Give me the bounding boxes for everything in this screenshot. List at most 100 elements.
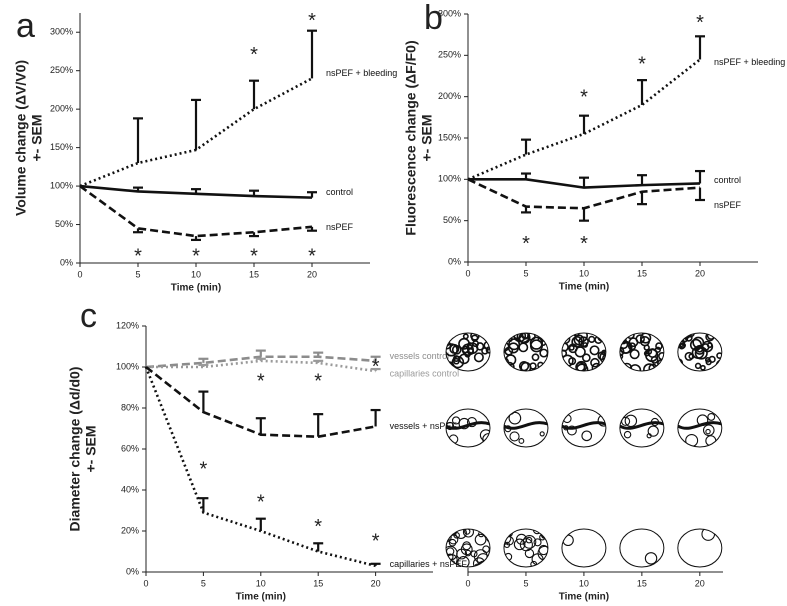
y-tick-label: 100% — [50, 180, 73, 190]
panel-label: c — [80, 297, 97, 335]
cell — [684, 351, 694, 361]
micrograph-border — [503, 332, 549, 372]
series-label: control — [326, 187, 353, 197]
cell — [453, 357, 460, 365]
significance-mark: * — [192, 246, 200, 268]
series-label: nsPEF + bleeding — [714, 57, 785, 67]
cell — [694, 344, 705, 355]
significance-mark: * — [250, 246, 258, 268]
y-tick-label: 100% — [116, 361, 139, 371]
texture — [562, 534, 574, 547]
y-tick-label: 50% — [55, 219, 73, 229]
micrograph-border — [677, 408, 723, 448]
cell — [460, 543, 473, 556]
panel-label: b — [424, 0, 443, 37]
x-tick-label: 0 — [465, 268, 470, 278]
cell — [581, 430, 593, 442]
texture — [561, 409, 606, 442]
y-tick-label: 150% — [438, 132, 461, 142]
significance-mark: * — [250, 44, 258, 66]
series-label: vessels + nsPEF — [390, 421, 458, 431]
significance-mark: * — [372, 356, 380, 378]
significance-mark: * — [134, 246, 142, 268]
cell — [462, 541, 472, 551]
y-tick-label: 200% — [50, 104, 73, 114]
series-label: nsPEF — [714, 200, 742, 210]
y-tick-label: 0% — [60, 257, 73, 267]
y-axis-label-line: +- SEM — [419, 114, 435, 161]
series-label: capillaries control — [390, 368, 460, 378]
micrograph-border — [619, 332, 665, 372]
cell — [645, 348, 653, 355]
panel-label: a — [16, 7, 35, 45]
x-tick-label: 10 — [256, 578, 266, 588]
significance-mark: * — [314, 371, 322, 393]
significance-mark: * — [257, 371, 265, 393]
cell — [575, 361, 586, 371]
micrograph-border — [677, 332, 723, 372]
significance-mark: * — [580, 233, 588, 255]
micrograph — [677, 332, 723, 372]
cell — [522, 535, 537, 549]
micrograph-border — [503, 528, 549, 568]
x-tick-label: 0 — [465, 578, 470, 588]
x-tick-label: 5 — [201, 578, 206, 588]
cell — [539, 431, 545, 437]
micrograph-border — [561, 408, 607, 448]
cell — [446, 343, 458, 357]
micrograph — [503, 408, 549, 448]
y-tick-label: 40% — [121, 484, 139, 494]
cell — [707, 413, 716, 421]
y-tick-label: 150% — [50, 142, 73, 152]
cell — [561, 349, 568, 358]
micrograph — [561, 408, 607, 448]
cell — [464, 529, 471, 535]
cell — [571, 336, 583, 348]
vessel — [677, 421, 722, 430]
x-tick-label: 10 — [579, 578, 589, 588]
cell — [526, 333, 536, 341]
vessel — [446, 421, 490, 430]
cell — [540, 529, 548, 539]
series-label: nsPEF — [326, 222, 354, 232]
cell — [578, 336, 589, 348]
texture — [503, 529, 548, 567]
texture — [644, 552, 658, 565]
significance-mark: * — [372, 530, 380, 552]
series-label: control — [714, 175, 741, 185]
cell — [531, 353, 540, 362]
cell — [461, 345, 470, 354]
x-tick-label: 15 — [313, 578, 323, 588]
cell — [644, 552, 658, 565]
micrograph — [677, 528, 723, 568]
y-tick-label: 80% — [121, 402, 139, 412]
cell — [454, 529, 467, 539]
cell — [658, 439, 664, 447]
cell — [603, 409, 606, 413]
x-axis-label: Time (min) — [559, 282, 609, 293]
cell — [692, 336, 705, 349]
cell — [509, 431, 520, 442]
series-line — [79, 185, 313, 238]
x-tick-label: 20 — [695, 578, 705, 588]
cell — [518, 438, 525, 444]
x-tick-label: 20 — [695, 268, 705, 278]
cell — [508, 411, 522, 425]
cell — [706, 342, 713, 349]
y-axis-label: Fluorescence change (ΔF/F0) +- SEM — [403, 40, 435, 235]
significance-mark: * — [522, 233, 530, 255]
micrograph — [619, 408, 665, 448]
x-tick-label: 15 — [637, 268, 647, 278]
micrograph — [619, 528, 665, 568]
cell — [473, 352, 484, 363]
cell — [520, 361, 532, 371]
cell — [700, 364, 706, 371]
micrograph-border — [619, 528, 665, 568]
x-axis-label: Time (min) — [236, 592, 286, 603]
x-tick-label: 5 — [523, 268, 528, 278]
cell — [503, 530, 512, 545]
significance-mark: * — [580, 87, 588, 109]
cell — [581, 353, 591, 363]
cell — [685, 434, 699, 447]
